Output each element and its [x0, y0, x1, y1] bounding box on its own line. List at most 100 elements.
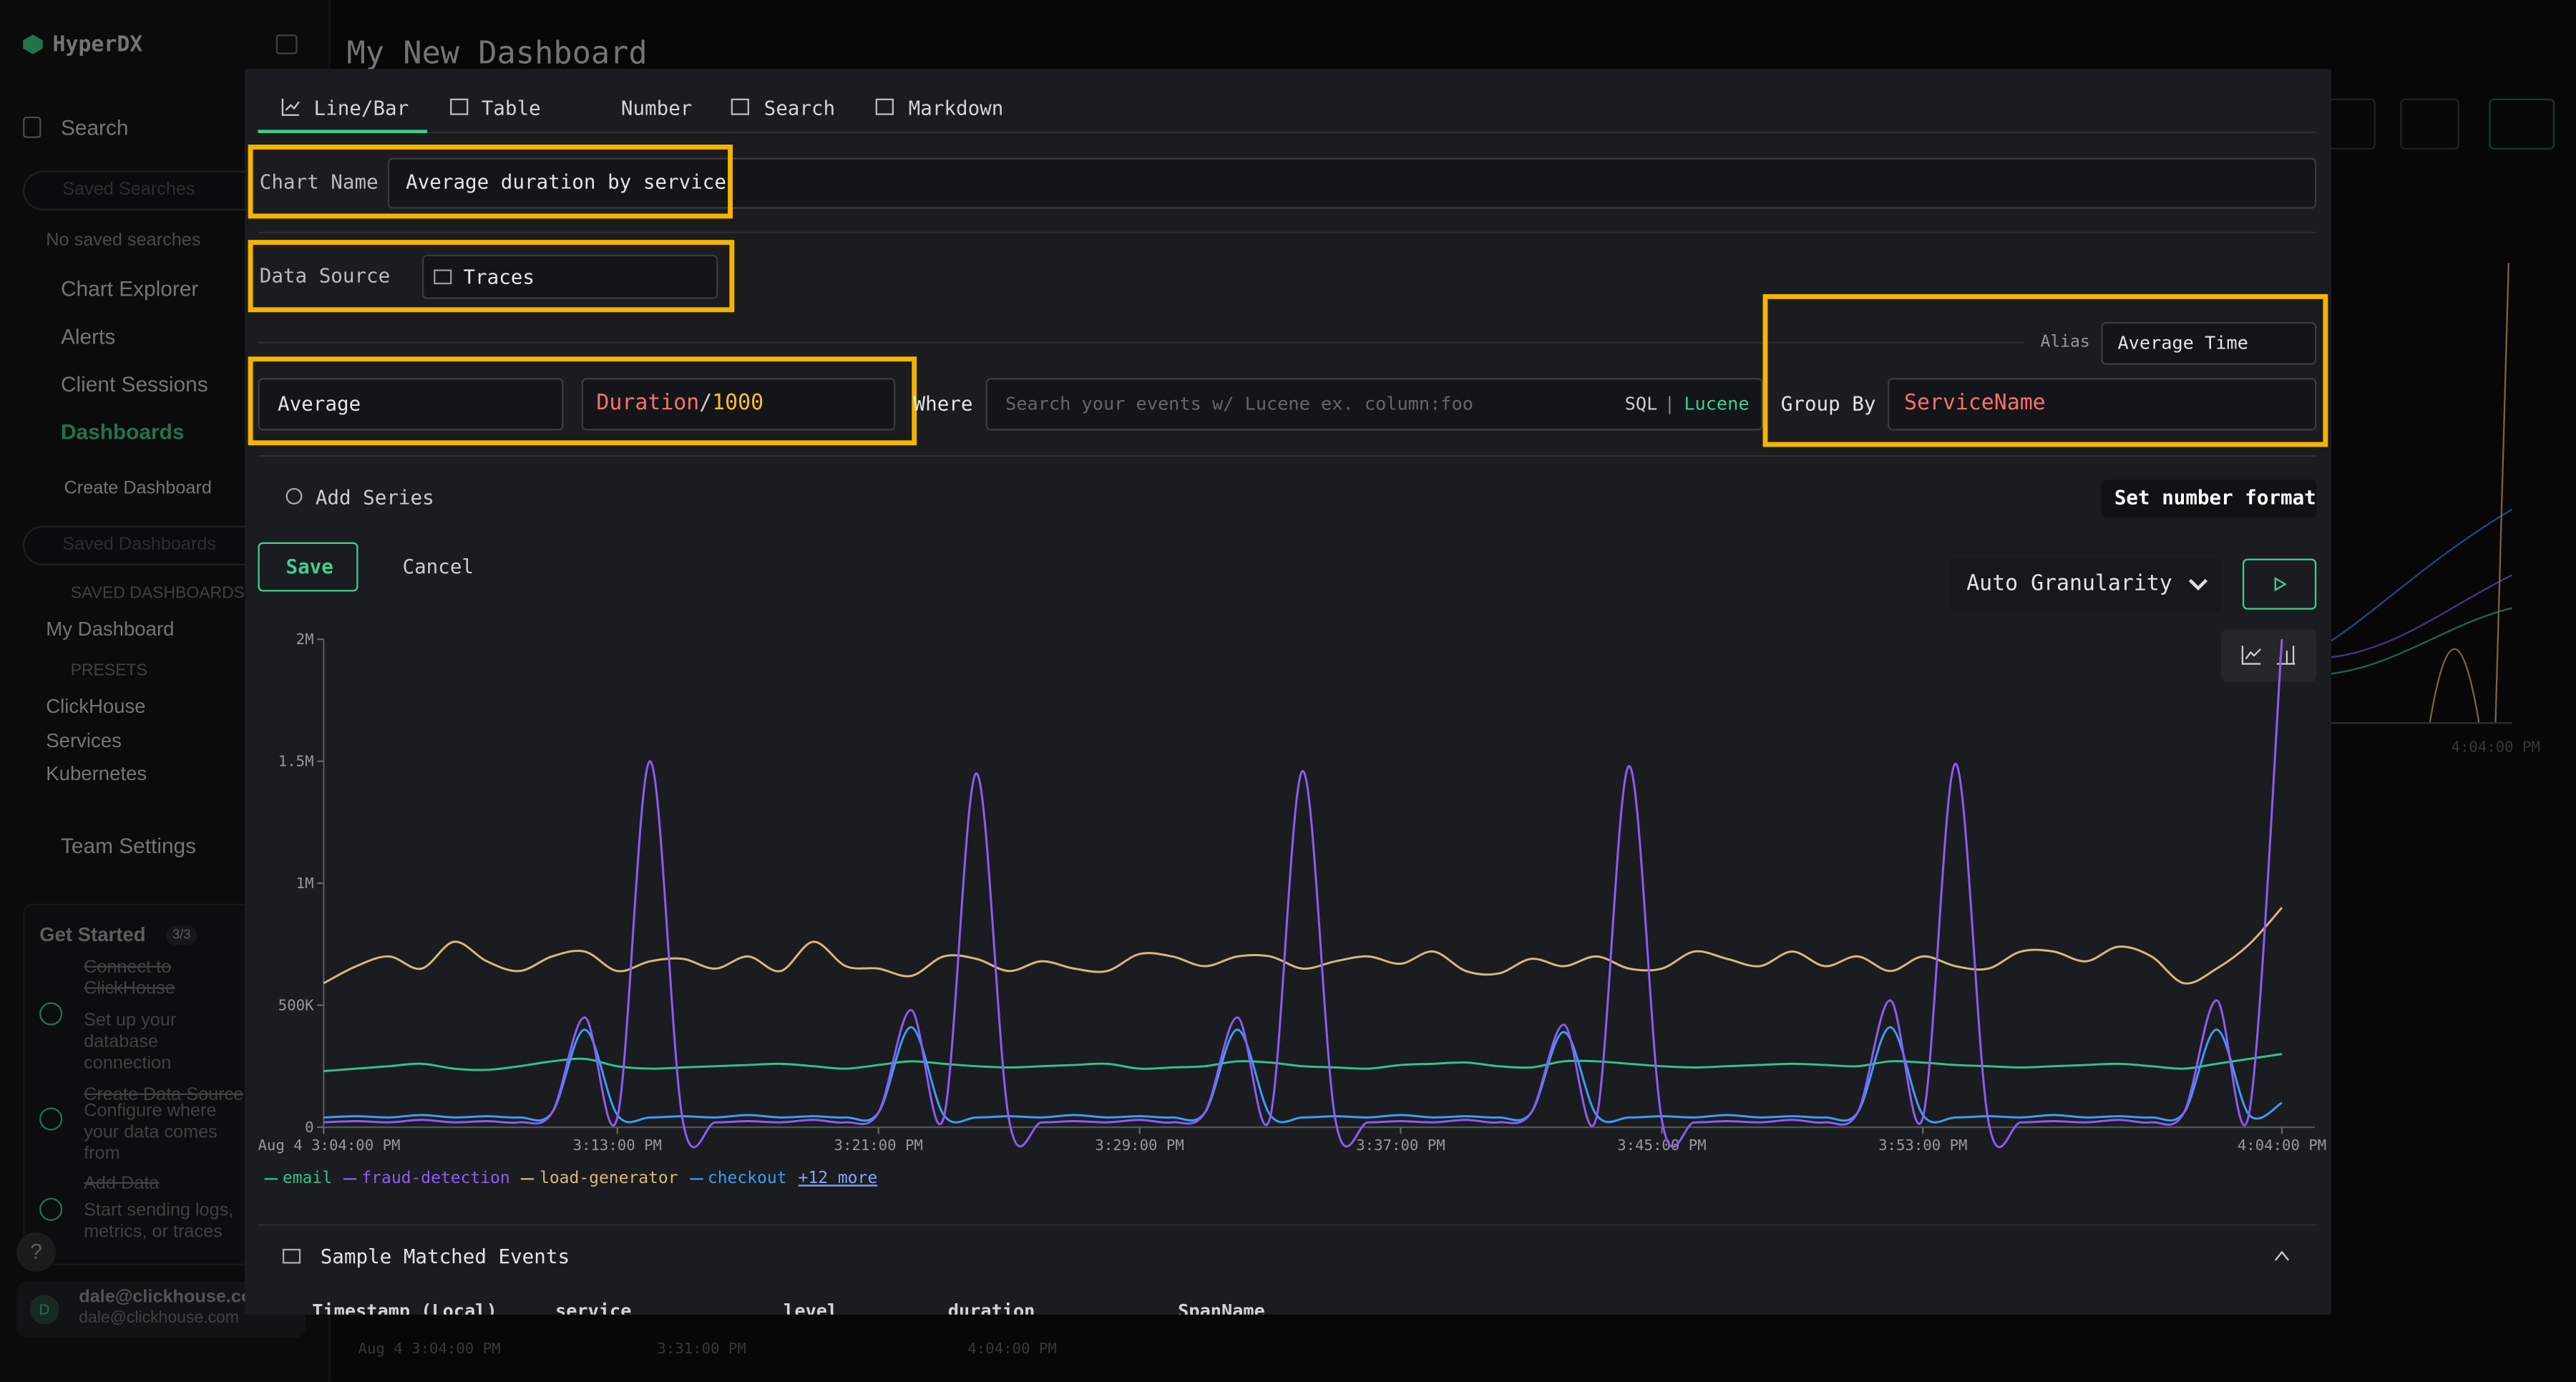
chart-name-input[interactable] — [387, 157, 2317, 209]
legend-label: email — [282, 1169, 333, 1188]
number-format-button[interactable] — [2101, 480, 2317, 518]
legend-more[interactable]: +12 more — [798, 1169, 878, 1188]
alias-input[interactable] — [2101, 322, 2317, 365]
section-heading: SAVED DASHBOARDS — [70, 585, 245, 603]
legend-item[interactable]: checkout — [689, 1170, 786, 1188]
divider — [258, 341, 2024, 344]
expression-input[interactable] — [581, 378, 896, 431]
section-heading: PRESETS — [70, 662, 147, 681]
tab-icon — [450, 98, 469, 115]
section-title: Sample Matched Events — [320, 1245, 570, 1269]
tab[interactable]: Markdown — [908, 97, 1004, 120]
column-header[interactable]: service — [555, 1300, 632, 1315]
check-icon — [39, 1197, 63, 1221]
collapse-chevron[interactable] — [2274, 1249, 2290, 1262]
avatar: D — [29, 1295, 59, 1325]
legend-item[interactable]: email — [264, 1169, 333, 1188]
placeholder: Saved Dashboards — [62, 535, 217, 555]
language-option[interactable]: Lucene — [1684, 393, 1750, 415]
x-tick-label: 3:53:00 PM — [1878, 1137, 1967, 1154]
progress-badge: 3/3 — [165, 925, 197, 945]
tab[interactable]: Line/Bar — [313, 97, 409, 120]
bg-chart — [2331, 263, 2513, 724]
button-label: Save — [286, 555, 333, 578]
x-tick-label: 3:37:00 PM — [1356, 1137, 1445, 1154]
data-source-select[interactable] — [422, 254, 718, 299]
nav-item-active[interactable]: Dashboards — [60, 419, 185, 444]
dashboard-title: My New Dashboard — [346, 35, 648, 72]
divider — [258, 454, 2317, 457]
field-label: Group By — [1780, 392, 1876, 416]
select-value: Average — [278, 392, 361, 416]
legend-item[interactable]: load-generator — [521, 1169, 678, 1188]
check-icon — [39, 1002, 63, 1026]
legend-label: fraud-detection — [361, 1169, 510, 1188]
input-value: Average duration by service — [406, 170, 726, 194]
user-email: dale@clickhouse.com — [79, 1309, 239, 1328]
placeholder: Saved Searches — [62, 180, 195, 200]
group-by-input[interactable] — [1888, 378, 2317, 431]
add-series-button[interactable]: Add Series — [315, 486, 434, 510]
bg-time: Aug 4 3:04:00 PM — [358, 1341, 501, 1358]
nav-item[interactable]: Team Settings — [60, 833, 197, 858]
select-value: Auto Granularity — [1966, 572, 2172, 597]
create-dashboard[interactable]: Create Dashboard — [64, 479, 212, 499]
granularity-select[interactable] — [1950, 558, 2222, 612]
step-title: Create Data Source — [84, 1085, 244, 1105]
save-button[interactable] — [258, 542, 358, 592]
column-header[interactable]: Timestamp (Local) — [312, 1300, 497, 1315]
check-icon — [39, 1107, 63, 1131]
nav-item[interactable]: Chart Explorer — [60, 276, 199, 301]
cancel-button[interactable]: Cancel — [402, 555, 474, 578]
chevron — [2188, 578, 2208, 591]
table-icon — [282, 1248, 301, 1264]
bg-time: 3:31:00 PM — [657, 1341, 746, 1358]
preset-link[interactable]: Services — [46, 729, 122, 753]
x-tick-label: 3:45:00 PM — [1617, 1137, 1706, 1154]
language-option[interactable]: SQL — [1624, 393, 1658, 415]
column-header[interactable]: level — [784, 1300, 839, 1315]
legend-swatch — [343, 1177, 357, 1179]
x-tick-label: 3:21:00 PM — [834, 1137, 923, 1154]
highlight — [1762, 293, 2328, 447]
search-icon — [23, 117, 42, 138]
where-input[interactable] — [985, 378, 1763, 431]
tab[interactable]: Number — [620, 97, 693, 120]
column-header[interactable]: duration — [947, 1300, 1035, 1315]
series-line — [323, 639, 2283, 1149]
y-tick-label: 500K — [278, 996, 314, 1013]
table-header: Timestamp (Local) service level duration… — [245, 1298, 2331, 1315]
step-desc: Set up your database connection — [84, 1011, 177, 1074]
nav-item[interactable]: Alerts — [60, 323, 116, 349]
run-button[interactable] — [2489, 98, 2555, 150]
legend: email fraud-detection load-generator checko… — [264, 1169, 878, 1190]
dashboard-link[interactable]: My Dashboard — [46, 617, 175, 641]
nav-item[interactable]: Client Sessions — [60, 371, 208, 396]
collapse-button[interactable] — [275, 34, 298, 54]
series-line — [323, 907, 2283, 985]
input-value: ServiceName — [1903, 391, 2046, 417]
legend-item[interactable]: fraud-detection — [343, 1170, 510, 1188]
button-label: Set number format — [2114, 486, 2316, 510]
display-toggle[interactable] — [2221, 629, 2317, 682]
help-button[interactable]: ? — [16, 1232, 57, 1272]
field-label: Alias — [2040, 334, 2090, 352]
logo-icon — [23, 34, 43, 54]
tab[interactable]: Table — [481, 97, 541, 120]
nav-item[interactable]: Search — [60, 115, 129, 140]
highlight — [248, 240, 735, 313]
legend-label: load-generator — [540, 1169, 678, 1188]
source-icon — [434, 269, 452, 285]
preset-link[interactable]: ClickHouse — [46, 694, 146, 718]
aggregation-select[interactable] — [258, 378, 564, 431]
preset-link[interactable]: Kubernetes — [46, 761, 147, 786]
tab[interactable]: Search — [763, 97, 836, 120]
refresh-button[interactable] — [2400, 98, 2459, 150]
select-value: Traces — [463, 266, 535, 289]
column-header[interactable]: SpanName — [1178, 1300, 1265, 1315]
run-button[interactable] — [2242, 558, 2317, 610]
expr-operator: / — [699, 391, 713, 417]
divider — [258, 231, 2317, 234]
